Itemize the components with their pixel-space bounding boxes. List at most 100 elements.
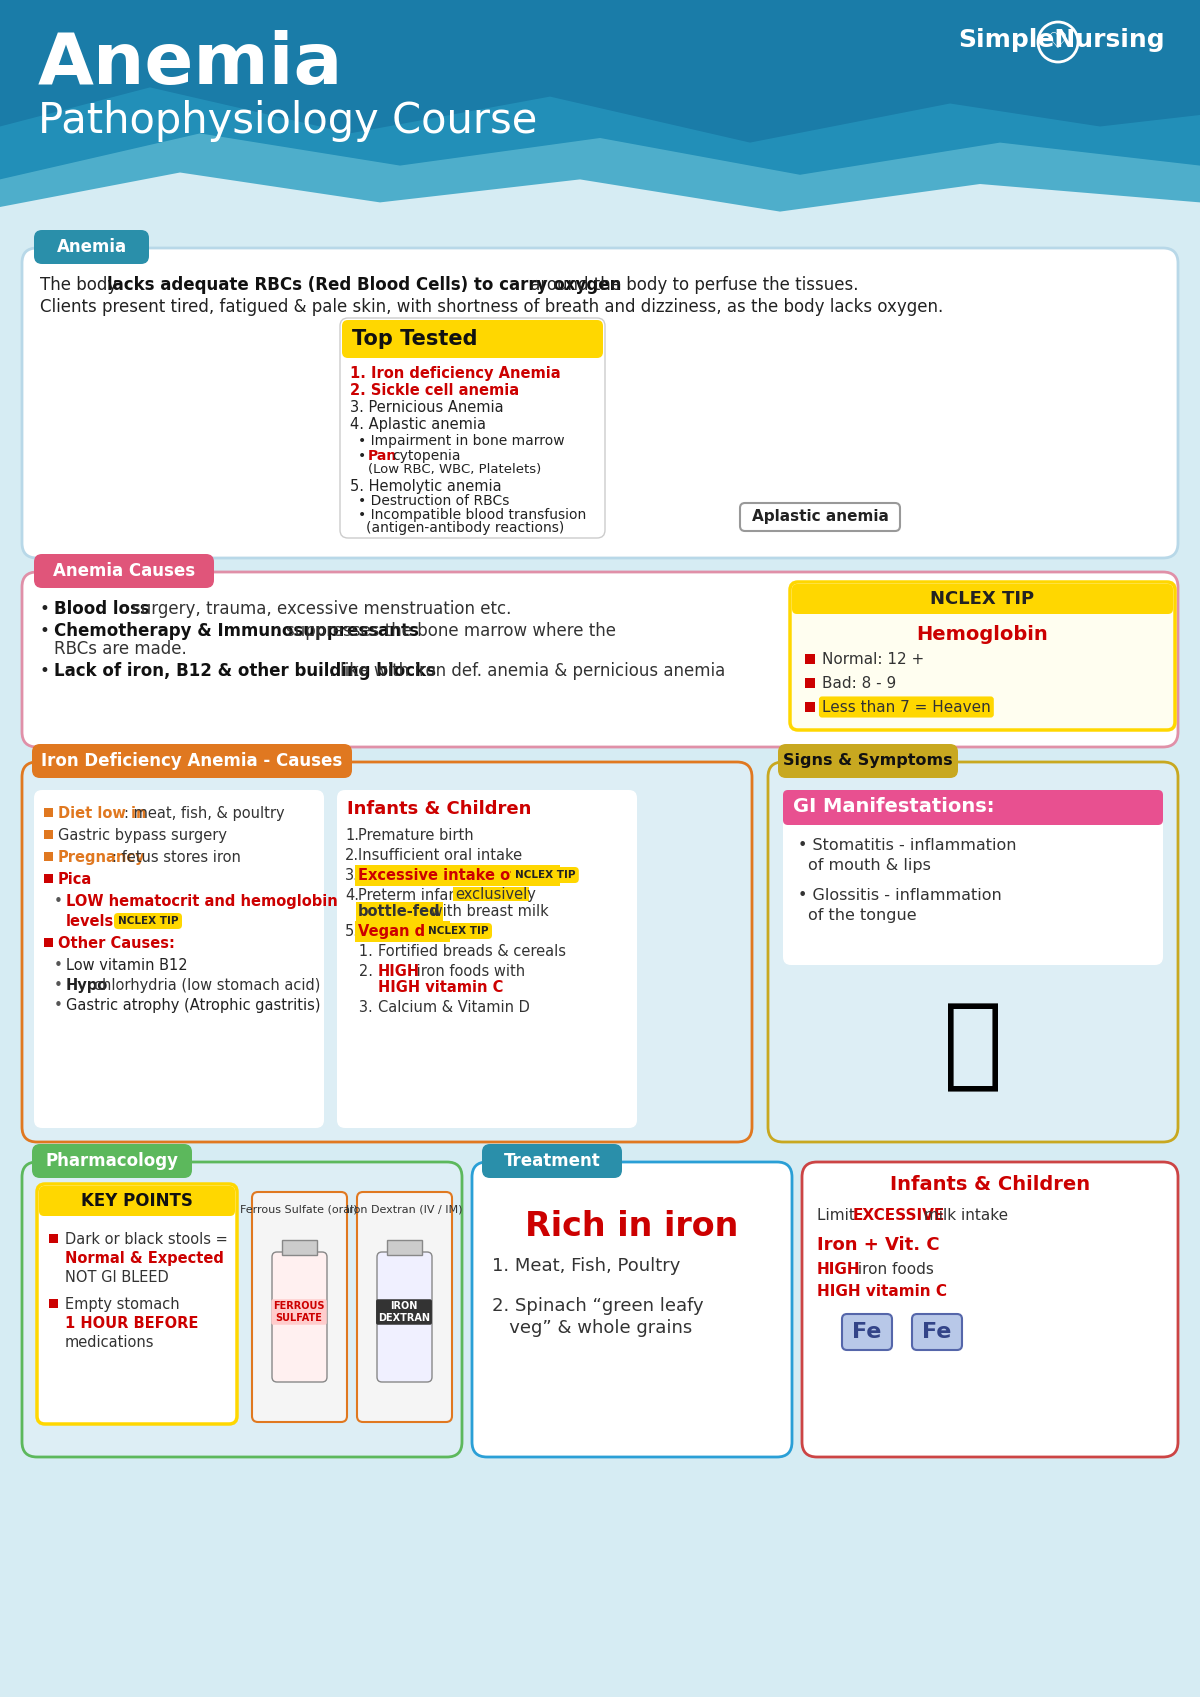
Text: Aplastic anemia: Aplastic anemia <box>751 509 888 524</box>
Text: 1.: 1. <box>346 828 359 843</box>
Text: Limit: Limit <box>817 1208 859 1224</box>
Text: exclusively: exclusively <box>455 886 536 901</box>
FancyBboxPatch shape <box>37 1185 238 1424</box>
Text: (antigen-antibody reactions): (antigen-antibody reactions) <box>366 521 564 535</box>
FancyBboxPatch shape <box>377 1252 432 1381</box>
Text: Top Tested: Top Tested <box>352 329 478 350</box>
FancyBboxPatch shape <box>805 703 815 713</box>
Text: NCLEX TIP: NCLEX TIP <box>515 871 575 881</box>
FancyBboxPatch shape <box>842 1313 892 1351</box>
FancyBboxPatch shape <box>386 1241 422 1256</box>
Text: NCLEX TIP: NCLEX TIP <box>427 927 488 937</box>
Text: Diet low in: Diet low in <box>58 806 146 821</box>
Text: FERROUS
SULFATE: FERROUS SULFATE <box>274 1302 325 1322</box>
Text: medications: medications <box>65 1336 155 1351</box>
FancyBboxPatch shape <box>358 1191 452 1422</box>
Text: Pregnancy: Pregnancy <box>58 850 145 865</box>
FancyBboxPatch shape <box>252 1191 347 1422</box>
Text: Iron Deficiency Anemia - Causes: Iron Deficiency Anemia - Causes <box>41 752 343 770</box>
Text: GI Manifestations:: GI Manifestations: <box>793 798 995 816</box>
FancyBboxPatch shape <box>49 1234 58 1242</box>
Text: 3.: 3. <box>346 1000 373 1015</box>
Text: of the tongue: of the tongue <box>808 908 917 923</box>
FancyBboxPatch shape <box>282 1241 317 1256</box>
Text: iron foods: iron foods <box>853 1263 934 1278</box>
Polygon shape <box>0 134 1200 231</box>
FancyBboxPatch shape <box>44 808 53 816</box>
Text: 5. Hemolytic anemia: 5. Hemolytic anemia <box>350 479 502 494</box>
FancyBboxPatch shape <box>768 762 1178 1142</box>
Text: Iron + Vit. C: Iron + Vit. C <box>817 1235 940 1254</box>
Text: Fe: Fe <box>852 1322 882 1342</box>
Text: ♡: ♡ <box>1048 32 1068 53</box>
FancyBboxPatch shape <box>454 888 529 901</box>
FancyBboxPatch shape <box>790 582 1175 730</box>
Text: 2. Spinach “green leafy: 2. Spinach “green leafy <box>492 1297 703 1315</box>
FancyBboxPatch shape <box>912 1313 962 1351</box>
Text: Normal: 12 +: Normal: 12 + <box>822 652 924 667</box>
Text: •: • <box>40 662 55 680</box>
Text: : surgery, trauma, excessive menstruation etc.: : surgery, trauma, excessive menstruatio… <box>121 601 511 618</box>
Text: Pharmacology: Pharmacology <box>46 1152 179 1169</box>
FancyBboxPatch shape <box>44 874 53 882</box>
Polygon shape <box>0 88 1200 231</box>
FancyBboxPatch shape <box>805 679 815 687</box>
Text: • Glossitis - inflammation: • Glossitis - inflammation <box>798 888 1002 903</box>
Text: Lack of iron, B12 & other building blocks: Lack of iron, B12 & other building block… <box>54 662 436 680</box>
Text: 4. Aplastic anemia: 4. Aplastic anemia <box>350 417 486 433</box>
Text: veg” & whole grains: veg” & whole grains <box>492 1319 692 1337</box>
Text: Hypo: Hypo <box>66 977 108 993</box>
Text: Gastric bypass surgery: Gastric bypass surgery <box>58 828 227 843</box>
Text: KEY POINTS: KEY POINTS <box>82 1191 193 1210</box>
Text: Pathophysiology Course: Pathophysiology Course <box>38 100 538 143</box>
Text: : suppresses the bone marrow where the: : suppresses the bone marrow where the <box>275 623 616 640</box>
FancyBboxPatch shape <box>472 1162 792 1458</box>
FancyBboxPatch shape <box>22 1162 462 1458</box>
Text: • Impairment in bone marrow: • Impairment in bone marrow <box>358 434 565 448</box>
Text: 5.: 5. <box>346 923 359 938</box>
Text: Empty stomach: Empty stomach <box>65 1297 180 1312</box>
Polygon shape <box>0 173 1200 231</box>
Text: Hemoglobin: Hemoglobin <box>917 624 1049 643</box>
FancyBboxPatch shape <box>34 791 324 1129</box>
FancyBboxPatch shape <box>22 248 1178 558</box>
Text: •: • <box>40 623 55 640</box>
FancyBboxPatch shape <box>784 791 1163 825</box>
Text: Anemia: Anemia <box>38 31 343 98</box>
FancyBboxPatch shape <box>44 938 53 947</box>
Text: 💋: 💋 <box>943 998 1003 1096</box>
Text: •: • <box>54 959 62 972</box>
Text: Insufficient oral intake: Insufficient oral intake <box>358 848 522 864</box>
FancyBboxPatch shape <box>482 1144 622 1178</box>
FancyBboxPatch shape <box>342 321 604 358</box>
FancyBboxPatch shape <box>34 553 214 587</box>
Text: Preterm infants: Preterm infants <box>358 888 476 903</box>
Text: • Incompatible blood transfusion: • Incompatible blood transfusion <box>358 507 587 523</box>
Text: Fortified breads & cereals: Fortified breads & cereals <box>378 944 565 959</box>
FancyBboxPatch shape <box>424 923 492 938</box>
Text: 4.: 4. <box>346 888 359 903</box>
Text: •: • <box>54 977 62 993</box>
Text: : meat, fish, & poultry: : meat, fish, & poultry <box>124 806 284 821</box>
Text: Blood loss: Blood loss <box>54 601 150 618</box>
FancyBboxPatch shape <box>32 743 352 777</box>
Text: Infants & Children: Infants & Children <box>890 1174 1090 1193</box>
Text: Calcium & Vitamin D: Calcium & Vitamin D <box>378 1000 529 1015</box>
FancyBboxPatch shape <box>511 867 578 882</box>
Text: 2. Sickle cell anemia: 2. Sickle cell anemia <box>350 384 520 399</box>
Polygon shape <box>0 0 1200 231</box>
Text: levels: levels <box>66 915 114 928</box>
Text: chlorhydria (low stomach acid): chlorhydria (low stomach acid) <box>94 977 320 993</box>
Text: Less than 7 = Heaven: Less than 7 = Heaven <box>822 699 991 714</box>
Text: around the body to perfuse the tissues.: around the body to perfuse the tissues. <box>526 277 858 294</box>
Text: 3. Pernicious Anemia: 3. Pernicious Anemia <box>350 400 504 416</box>
Text: (Low RBC, WBC, Platelets): (Low RBC, WBC, Platelets) <box>368 463 541 475</box>
Text: Bad: 8 - 9: Bad: 8 - 9 <box>822 675 896 691</box>
FancyBboxPatch shape <box>32 1144 192 1178</box>
Text: LOW hematocrit and hemoglobin: LOW hematocrit and hemoglobin <box>66 894 337 910</box>
Text: 1.: 1. <box>346 944 373 959</box>
FancyBboxPatch shape <box>44 830 53 838</box>
FancyBboxPatch shape <box>337 791 637 1129</box>
Text: HIGH vitamin C: HIGH vitamin C <box>817 1285 947 1298</box>
Text: EXCESSIVE: EXCESSIVE <box>853 1208 946 1224</box>
